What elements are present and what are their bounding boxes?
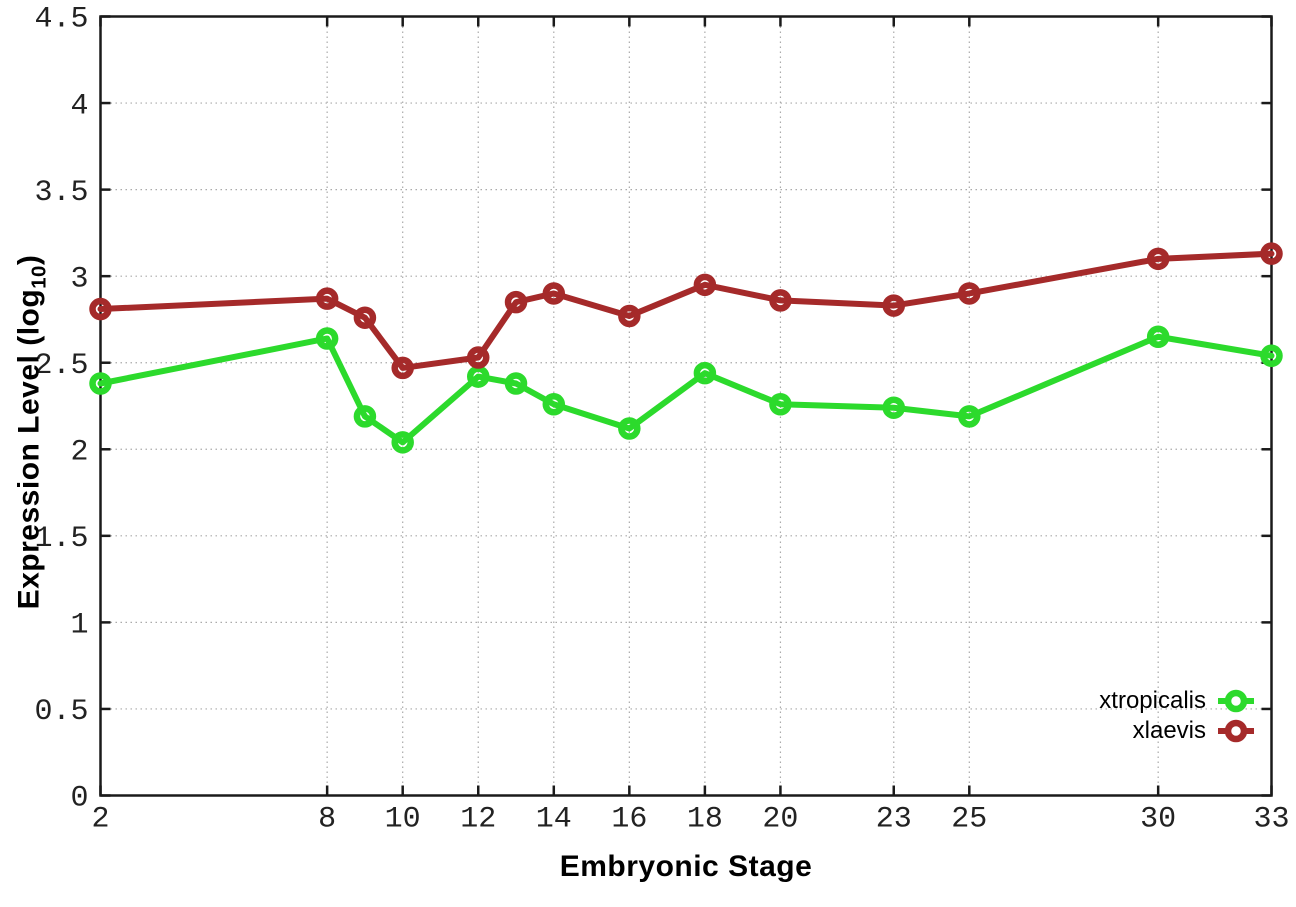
x-tick-label: 8 xyxy=(318,803,336,837)
x-tick-label: 14 xyxy=(536,803,572,837)
y-tick-label: 0 xyxy=(70,782,88,816)
data-point-xtropicalis-13 xyxy=(504,372,528,395)
data-point-xlaevis-8 xyxy=(315,287,339,310)
data-point-xtropicalis-23 xyxy=(882,396,906,419)
data-point-xtropicalis-16 xyxy=(618,417,641,440)
x-tick-label: 10 xyxy=(385,803,421,837)
plot-border xyxy=(99,15,1273,797)
legend-label: xtropicalis xyxy=(1099,687,1206,714)
series-line-xtropicalis xyxy=(97,333,1275,446)
y-axis-title-subscript: 10 xyxy=(28,265,51,289)
data-point-xlaevis-10 xyxy=(391,356,414,380)
data-point-xlaevis-13 xyxy=(504,290,528,314)
data-point-xlaevis-16 xyxy=(618,304,641,328)
y-tick-label: 0.5 xyxy=(34,695,88,729)
data-point-xlaevis-2 xyxy=(89,297,112,321)
y-axis-title: Expression Level (log10) xyxy=(13,255,52,610)
legend-label: xlaevis xyxy=(1132,717,1206,744)
x-tick-label: 12 xyxy=(460,803,496,837)
data-point-xlaevis-9 xyxy=(353,306,377,329)
data-point-xlaevis-30 xyxy=(1146,247,1170,271)
data-point-xlaevis-12 xyxy=(466,346,490,369)
data-point-xlaevis-25 xyxy=(958,282,981,305)
y-axis-title-close: ) xyxy=(12,254,46,266)
y-axis-title-text: Expression Level (log xyxy=(12,288,46,610)
y-tick-label: 3 xyxy=(70,262,88,296)
data-point-xlaevis-14 xyxy=(542,282,566,305)
x-tick-label: 2 xyxy=(91,803,109,837)
data-point-xtropicalis-25 xyxy=(958,405,981,428)
x-axis-title: Embryonic Stage xyxy=(559,850,813,883)
data-point-xtropicalis-9 xyxy=(353,405,377,428)
x-tick-label: 30 xyxy=(1140,803,1176,837)
x-tick-label: 25 xyxy=(951,803,987,837)
y-tick-label: 4 xyxy=(70,89,88,123)
x-tick-label: 33 xyxy=(1253,803,1289,837)
data-point-xtropicalis-33 xyxy=(1260,344,1283,368)
y-tick-label: 2.5 xyxy=(34,349,88,383)
data-point-xtropicalis-20 xyxy=(769,393,792,416)
legend-item-xtropicalis: xtropicalis xyxy=(1099,686,1256,716)
data-point-xlaevis-23 xyxy=(882,294,906,317)
x-tick-label: 20 xyxy=(762,803,798,837)
y-tick-label: 2 xyxy=(70,435,88,469)
line-point-marker-icon xyxy=(1218,689,1254,713)
legend-item-xlaevis: xlaevis xyxy=(1099,716,1256,746)
x-tick-label: 23 xyxy=(876,803,912,837)
y-tick-label: 4.5 xyxy=(34,3,88,37)
data-point-xtropicalis-30 xyxy=(1146,325,1170,349)
x-tick-label: 18 xyxy=(687,803,723,837)
data-point-xlaevis-33 xyxy=(1260,242,1283,265)
data-point-xtropicalis-10 xyxy=(391,431,414,454)
data-point-xtropicalis-2 xyxy=(89,372,112,395)
y-tick-label: 1 xyxy=(70,609,88,643)
y-tick-label: 1.5 xyxy=(34,522,88,556)
line-point-marker-icon xyxy=(1218,719,1254,743)
data-point-xtropicalis-18 xyxy=(693,361,717,385)
data-point-xtropicalis-8 xyxy=(315,327,339,350)
y-tick-label: 3.5 xyxy=(34,176,88,210)
data-point-xlaevis-18 xyxy=(693,273,717,297)
data-point-xtropicalis-14 xyxy=(542,393,566,416)
x-tick-label: 16 xyxy=(611,803,647,837)
legend: xtropicalis xlaevis xyxy=(1099,686,1256,746)
data-point-xlaevis-20 xyxy=(769,289,792,312)
